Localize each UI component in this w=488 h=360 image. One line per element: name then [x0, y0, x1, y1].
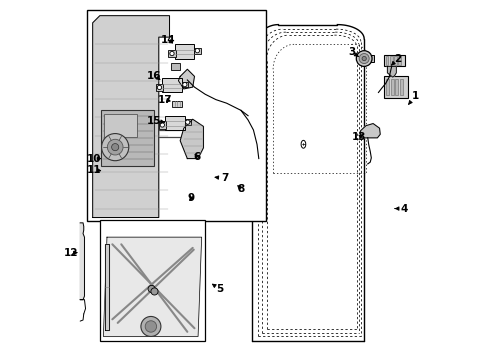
- Bar: [100, 220, 205, 342]
- Polygon shape: [360, 123, 380, 138]
- Text: 8: 8: [237, 184, 244, 194]
- Bar: [101, 111, 154, 166]
- Text: 3: 3: [347, 47, 358, 57]
- Bar: [171, 63, 180, 70]
- Circle shape: [195, 49, 199, 53]
- Text: 9: 9: [187, 193, 194, 203]
- Bar: [162, 78, 182, 93]
- Bar: [87, 10, 265, 221]
- Bar: [168, 50, 175, 57]
- Circle shape: [169, 51, 174, 56]
- Bar: [390, 78, 393, 95]
- Circle shape: [111, 144, 119, 151]
- Text: 12: 12: [64, 248, 79, 258]
- Circle shape: [102, 134, 128, 161]
- Circle shape: [141, 316, 161, 337]
- Circle shape: [148, 285, 155, 293]
- Bar: [393, 57, 396, 65]
- Circle shape: [356, 51, 371, 66]
- Text: 10: 10: [87, 154, 102, 163]
- Bar: [398, 57, 401, 65]
- Polygon shape: [93, 16, 169, 217]
- Bar: [389, 57, 392, 65]
- Text: 11: 11: [87, 165, 102, 175]
- Bar: [156, 84, 163, 91]
- Bar: [383, 76, 407, 98]
- Bar: [383, 55, 405, 66]
- Text: 6: 6: [193, 152, 201, 162]
- Circle shape: [107, 139, 123, 155]
- Circle shape: [361, 57, 366, 61]
- Circle shape: [185, 120, 189, 124]
- Circle shape: [160, 123, 164, 127]
- Bar: [385, 78, 388, 95]
- Text: 17: 17: [158, 95, 172, 105]
- Text: 7: 7: [215, 173, 228, 183]
- Bar: [385, 57, 387, 65]
- Circle shape: [183, 82, 186, 87]
- Circle shape: [145, 321, 156, 332]
- Bar: [104, 114, 136, 137]
- Polygon shape: [180, 119, 203, 158]
- Polygon shape: [178, 69, 194, 89]
- Bar: [172, 101, 182, 107]
- Text: 14: 14: [160, 35, 175, 45]
- Bar: [394, 78, 398, 95]
- Text: 1: 1: [408, 91, 418, 104]
- Circle shape: [157, 85, 162, 90]
- Circle shape: [358, 54, 368, 64]
- Polygon shape: [103, 237, 201, 337]
- Text: 4: 4: [394, 203, 407, 213]
- Text: 16: 16: [147, 71, 162, 81]
- Bar: [182, 82, 188, 87]
- Bar: [165, 116, 184, 130]
- Polygon shape: [386, 66, 395, 77]
- Bar: [175, 44, 194, 59]
- Circle shape: [151, 288, 158, 295]
- Bar: [184, 119, 191, 125]
- Text: 5: 5: [212, 284, 223, 294]
- Bar: [364, 55, 373, 62]
- Bar: [159, 121, 165, 129]
- Text: 15: 15: [147, 116, 164, 126]
- Polygon shape: [105, 244, 108, 330]
- Polygon shape: [80, 223, 84, 300]
- Text: 2: 2: [391, 54, 401, 65]
- Bar: [399, 78, 402, 95]
- Bar: [194, 48, 201, 54]
- Text: 13: 13: [351, 132, 366, 142]
